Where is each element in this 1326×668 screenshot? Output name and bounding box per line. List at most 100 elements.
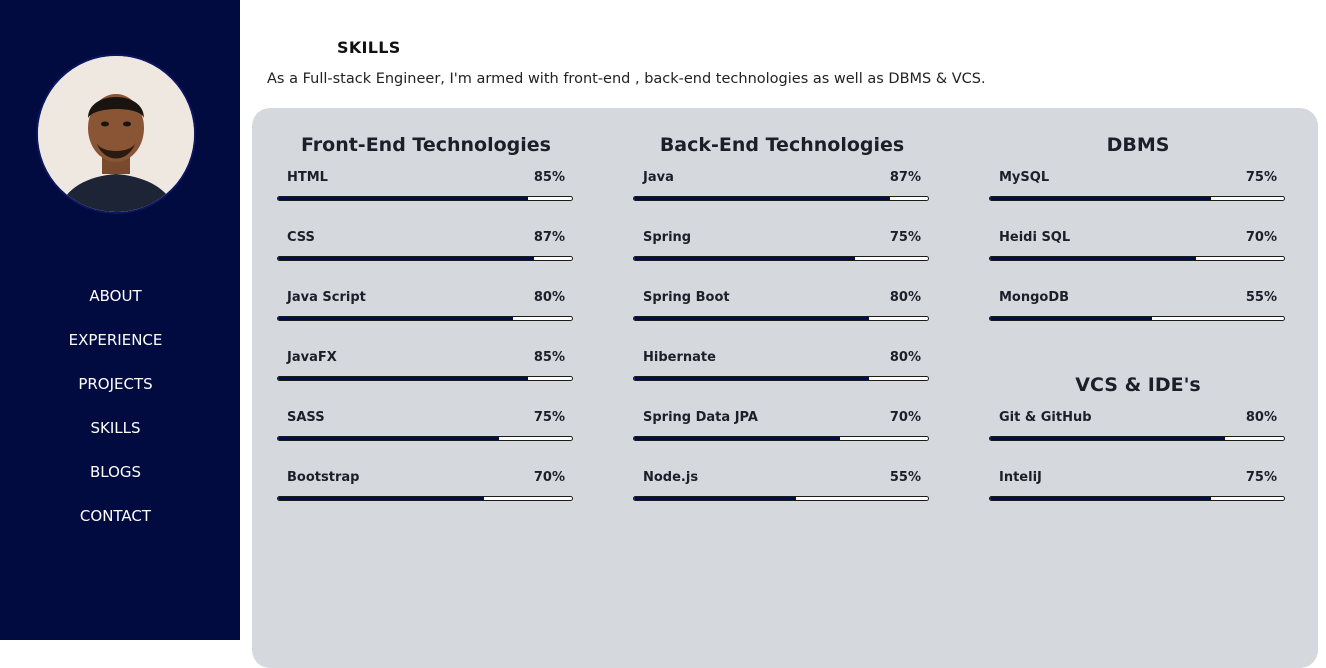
skill-item: Git & GitHub 80% [989, 410, 1287, 450]
skill-bar [633, 316, 929, 321]
skill-bar-fill [634, 497, 796, 500]
skill-item: Heidi SQL 70% [989, 230, 1287, 270]
skill-item: Spring Data JPA 70% [633, 410, 931, 450]
skill-bar [989, 436, 1285, 441]
skill-bar [633, 196, 929, 201]
skill-name: HTML [287, 170, 328, 185]
skill-bar-fill [278, 377, 528, 380]
skill-bar [633, 376, 929, 381]
skill-name: Spring Data JPA [643, 410, 758, 425]
skill-percent: 80% [533, 290, 565, 305]
skill-item: Bootstrap 70% [277, 470, 575, 510]
skill-name: Bootstrap [287, 470, 360, 485]
skill-bar [277, 376, 573, 381]
skill-item: JavaFX 85% [277, 350, 575, 390]
profile-avatar [36, 54, 196, 214]
skill-bar-fill [278, 317, 514, 320]
nav-contact[interactable]: CONTACT [79, 507, 152, 525]
skill-percent: 75% [889, 230, 921, 245]
skill-bar-fill [278, 437, 499, 440]
skill-item: Java Script 80% [277, 290, 575, 330]
skill-percent: 80% [889, 290, 921, 305]
skill-name: JavaFX [287, 350, 337, 365]
skill-bar [277, 436, 573, 441]
skill-bar [989, 256, 1285, 261]
skill-bar [277, 316, 573, 321]
skill-bar [989, 196, 1285, 201]
skill-item: CSS 87% [277, 230, 575, 270]
skill-percent: 75% [1245, 470, 1277, 485]
skill-bar [989, 316, 1285, 321]
nav-skills[interactable]: SKILLS [90, 419, 141, 437]
skill-item: MySQL 75% [989, 170, 1287, 210]
skill-bar [277, 256, 573, 261]
skill-percent: 85% [533, 170, 565, 185]
skills-panel: Front-End Technologies HTML 85% CSS 87% … [252, 108, 1318, 668]
skill-percent: 85% [533, 350, 565, 365]
skill-percent: 55% [889, 470, 921, 485]
skill-name: Spring [643, 230, 692, 245]
skill-item: MongoDB 55% [989, 290, 1287, 330]
skill-name: Spring Boot [643, 290, 730, 305]
skill-percent: 80% [1245, 410, 1277, 425]
nav-experience[interactable]: EXPERIENCE [68, 331, 163, 349]
skill-item: Spring Boot 80% [633, 290, 931, 330]
column-title: Back-End Technologies [659, 134, 905, 156]
skill-bar-fill [990, 257, 1196, 260]
sidebar: ABOUT EXPERIENCE PROJECTS SKILLS BLOGS C… [0, 0, 240, 640]
profile-photo [38, 56, 194, 212]
skill-bar [633, 496, 929, 501]
skill-name: Hibernate [643, 350, 716, 365]
sidebar-nav: ABOUT EXPERIENCE PROJECTS SKILLS BLOGS C… [0, 285, 231, 549]
skill-percent: 87% [533, 230, 565, 245]
skill-bar-fill [990, 317, 1152, 320]
skill-name: MySQL [999, 170, 1050, 185]
skill-bar [277, 196, 573, 201]
skill-bar [633, 436, 929, 441]
skill-bar-fill [278, 257, 534, 260]
page-title: SKILLS [337, 38, 401, 57]
skill-name: MongoDB [999, 290, 1070, 305]
skill-item: Spring 75% [633, 230, 931, 270]
skill-item: Java 87% [633, 170, 931, 210]
skill-name: Java Script [287, 290, 366, 305]
skill-bar-fill [634, 377, 870, 380]
skill-percent: 70% [889, 410, 921, 425]
skill-percent: 75% [533, 410, 565, 425]
nav-blogs[interactable]: BLOGS [89, 463, 142, 481]
skill-bar-fill [634, 317, 870, 320]
skill-bar [633, 256, 929, 261]
skill-name: Node.js [643, 470, 699, 485]
skill-bar-fill [278, 497, 484, 500]
column-title: Front-End Technologies [301, 134, 551, 156]
skill-name: InteliJ [999, 470, 1042, 485]
skill-bar-fill [634, 257, 855, 260]
skill-bar-fill [990, 437, 1226, 440]
skill-name: Git & GitHub [999, 410, 1092, 425]
skill-bar-fill [634, 437, 840, 440]
skill-percent: 75% [1245, 170, 1277, 185]
skill-percent: 87% [889, 170, 921, 185]
skill-item: InteliJ 75% [989, 470, 1287, 510]
skill-bar-fill [990, 197, 1211, 200]
skill-percent: 55% [1245, 290, 1277, 305]
skill-bar-fill [278, 197, 528, 200]
skill-bar-fill [634, 197, 890, 200]
skill-bar-fill [990, 497, 1211, 500]
main-content: SKILLS As a Full-stack Engineer, I'm arm… [240, 0, 1326, 668]
skill-item: Hibernate 80% [633, 350, 931, 390]
nav-projects[interactable]: PROJECTS [78, 375, 153, 393]
skill-name: Java [643, 170, 674, 185]
nav-about[interactable]: ABOUT [89, 287, 142, 305]
skill-bar [989, 496, 1285, 501]
skill-percent: 80% [889, 350, 921, 365]
skill-name: CSS [287, 230, 315, 245]
skill-name: SASS [287, 410, 325, 425]
skill-item: SASS 75% [277, 410, 575, 450]
skill-percent: 70% [533, 470, 565, 485]
skill-bar [277, 496, 573, 501]
skill-item: HTML 85% [277, 170, 575, 210]
skills-intro: As a Full-stack Engineer, I'm armed with… [267, 71, 986, 87]
skill-item: Node.js 55% [633, 470, 931, 510]
column-title: DBMS [1106, 134, 1170, 156]
